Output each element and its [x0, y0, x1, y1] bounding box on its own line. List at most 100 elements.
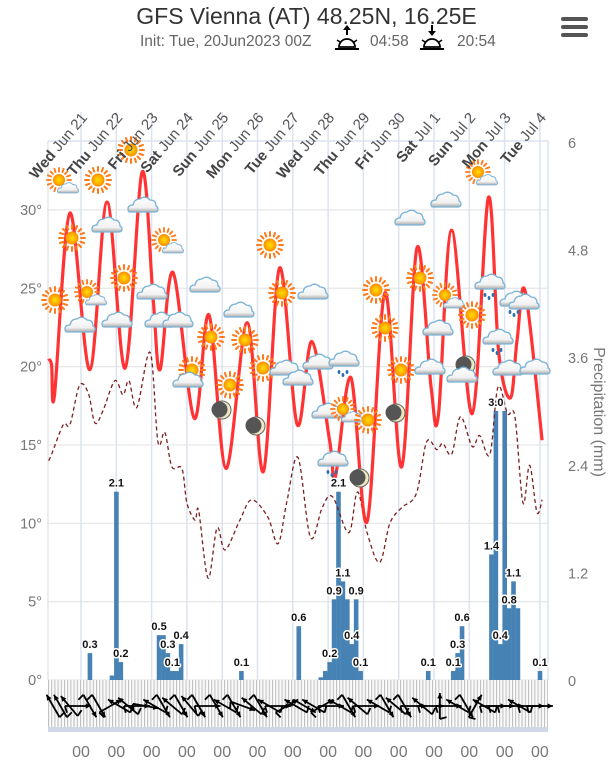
precip-bar: [450, 671, 456, 680]
y-right-axis-label: Precipitation (mm): [590, 347, 607, 477]
precip-bar: [502, 411, 507, 680]
precip-bar: [349, 644, 355, 680]
x-hour-label: 00: [390, 744, 408, 761]
y-left-tick-label: 10°: [20, 516, 42, 532]
precip-value-label: 0.4: [493, 630, 509, 642]
hamburger-menu-icon[interactable]: [561, 17, 588, 39]
grid: [47, 112, 549, 681]
cloud-icon: [91, 216, 123, 233]
cloud-icon: [101, 311, 133, 328]
precip-value-label: 0.3: [160, 639, 175, 651]
x-hour-label: 00: [107, 744, 125, 761]
precip-bar: [114, 491, 119, 680]
precip-value-label: 0.3: [82, 639, 97, 651]
precip-value-label: 3.0: [488, 397, 503, 409]
precip-bar: [169, 671, 175, 680]
precip-bar: [318, 677, 324, 680]
precip-bar: [118, 662, 124, 680]
y-left-tick-label: 25°: [20, 281, 42, 297]
sunset-time: 20:54: [457, 33, 496, 50]
precip-bar: [331, 599, 337, 680]
precip-bar: [515, 608, 521, 680]
precip-bars: [87, 411, 543, 680]
precip-bar: [489, 554, 494, 680]
wind-arrow-icon: [284, 698, 310, 714]
sunrise-icon: [335, 25, 359, 50]
wind-arrow-icon: [204, 694, 224, 718]
cloud-icon: [64, 316, 96, 333]
precip-bar: [296, 626, 302, 680]
sunrise-time: 04:58: [370, 33, 409, 50]
cloud-icon: [394, 209, 426, 226]
precip-value-label: 1.1: [506, 567, 521, 579]
y-left-tick-label: 5°: [28, 595, 42, 611]
sun-cloud-icon: [151, 227, 184, 254]
x-hour-label: 00: [355, 744, 373, 761]
wind-arrow-icon: [229, 700, 256, 712]
wind-arrow-icon: [168, 694, 189, 718]
precip-value-label: 0.1: [234, 657, 249, 669]
x-hour-label: 00: [72, 744, 90, 761]
x-hour-label: 00: [284, 744, 302, 761]
precip-bar: [165, 653, 171, 680]
precip-bar: [340, 581, 346, 680]
y-right-tick-label: 2.4: [568, 459, 588, 475]
precip-bar: [178, 644, 184, 680]
y-left-tick-label: 15°: [20, 438, 42, 454]
precip-value-label: 0.9: [326, 585, 341, 597]
precip-value-label: 0.4: [344, 630, 360, 642]
wind-arrow-icon: [151, 694, 171, 718]
precip-bar: [455, 653, 460, 680]
wind-arrow-icon: [77, 694, 98, 718]
precip-value-label: 0.2: [322, 648, 337, 660]
wind-arrow-icon: [221, 694, 242, 718]
wind-arrow-icon: [248, 694, 268, 718]
precip-bar: [537, 671, 543, 680]
precip-bar: [174, 671, 180, 680]
precip-value-label: 1.1: [335, 567, 350, 579]
wind-arrows: [45, 693, 553, 720]
wind-strip: [48, 680, 548, 728]
moon-icon: [385, 403, 406, 423]
precip-value-label: 0.1: [353, 657, 368, 669]
moon-icon: [349, 468, 370, 488]
x-hour-label: 00: [460, 744, 478, 761]
precip-bar: [353, 599, 359, 680]
sun-icon: [371, 314, 399, 342]
y-right-tick-label: 1.2: [568, 566, 588, 582]
wind-arrow-icon: [467, 694, 483, 720]
page-title: GFS Vienna (AT) 48.25N, 16.25E: [136, 3, 477, 29]
sun-icon: [362, 276, 390, 304]
sun-icon: [458, 301, 486, 329]
precip-bar: [322, 671, 328, 680]
precip-value-label: 1.4: [484, 540, 500, 552]
x-hour-label: 00: [319, 744, 337, 761]
init-time: Init: Tue, 20Jun2023 00Z: [140, 33, 312, 50]
precip-value-label: 0.4: [173, 630, 189, 642]
y-right-tick-label: 4.8: [568, 244, 588, 260]
precip-bar: [511, 581, 516, 680]
sun-icon: [110, 264, 138, 292]
rain-cloud-icon: [482, 328, 514, 355]
sunset-icon: [420, 25, 444, 50]
cloud-icon: [297, 283, 329, 300]
x-hour-label: 00: [425, 744, 443, 761]
precip-labels: 0.3 2.1 0.2 0.5 0.3 0.1 0.4 0.1 0.6 0.2 0.9 2.1 1.1 0…: [81, 396, 549, 671]
precip-value-label: 0.8: [501, 594, 516, 606]
y-right-tick-label: 0: [568, 674, 576, 690]
precip-bar: [336, 491, 341, 680]
precip-bar: [497, 644, 503, 680]
x-hour-label: 00: [213, 744, 231, 761]
rain-cloud-icon: [499, 290, 531, 317]
cloud-icon: [172, 371, 204, 388]
precip-bar: [156, 635, 162, 680]
wind-arrow-icon: [526, 703, 553, 713]
time-scrollbar[interactable]: [48, 727, 548, 732]
precip-value-label: 0.1: [165, 657, 180, 669]
y-left-tick-label: 30°: [20, 203, 42, 219]
cloud-icon: [189, 276, 221, 293]
axes: 0° 5° 10° 15° 20° 25° 30° 0 1.2 2.4 3.6 4.8 6 Precipi…: [20, 136, 607, 761]
sun-icon: [256, 231, 284, 259]
y-left-tick-label: 20°: [20, 360, 42, 376]
rain-cloud-icon: [474, 273, 506, 300]
